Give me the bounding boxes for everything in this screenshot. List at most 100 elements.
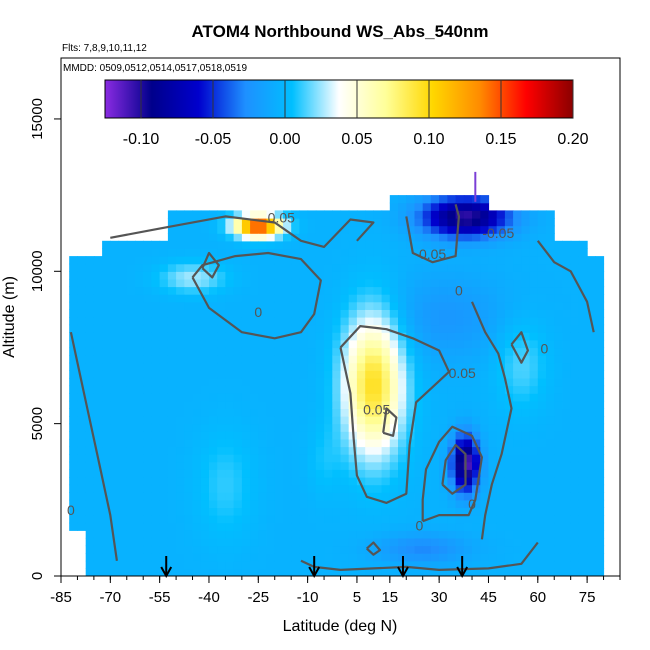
heatmap-cell	[217, 515, 226, 524]
heatmap-cell	[176, 218, 185, 227]
heatmap-cell	[209, 240, 218, 249]
heatmap-cell	[283, 469, 292, 478]
heatmap-cell	[200, 377, 210, 387]
heatmap-cell	[225, 568, 235, 576]
heatmap-cell	[77, 324, 87, 333]
heatmap-cell	[439, 484, 448, 493]
heatmap-cell	[455, 256, 465, 265]
heatmap-cell	[488, 408, 498, 417]
heatmap-cell	[529, 370, 539, 379]
heatmap-cell	[406, 454, 416, 463]
heatmap-cell	[167, 537, 177, 547]
heatmap-cell	[118, 248, 128, 257]
heatmap-cell	[126, 568, 136, 576]
heatmap-cell	[233, 477, 243, 486]
heatmap-cell	[217, 507, 226, 516]
heatmap-cell	[537, 515, 547, 524]
heatmap-cell	[167, 347, 177, 356]
heatmap-cell	[529, 225, 539, 234]
heatmap-cell	[504, 492, 514, 501]
heatmap-cell	[184, 301, 194, 310]
heatmap-cell	[496, 332, 506, 341]
heatmap-cell	[472, 202, 481, 211]
heatmap-cell	[225, 286, 235, 295]
heatmap-cell	[496, 423, 506, 432]
heatmap-cell	[200, 317, 210, 326]
heatmap-cell	[176, 362, 185, 371]
heatmap-cell	[537, 400, 547, 409]
heatmap-cell	[587, 324, 596, 333]
heatmap-cell	[365, 332, 374, 341]
heatmap-cell	[77, 499, 87, 508]
heatmap-cell	[135, 362, 144, 371]
heatmap-cell	[85, 332, 95, 341]
heatmap-cell	[480, 294, 490, 303]
heatmap-cell	[389, 195, 399, 204]
heatmap-cell	[348, 393, 358, 402]
heatmap-cell	[110, 377, 120, 387]
heatmap-cell	[414, 568, 424, 576]
heatmap-cell	[587, 263, 596, 272]
heatmap-cell	[315, 225, 325, 234]
heatmap-cell	[184, 248, 194, 257]
heatmap-cell	[250, 240, 259, 249]
heatmap-cell	[69, 484, 78, 493]
heatmap-cell	[381, 278, 391, 288]
heatmap-cell	[455, 431, 465, 440]
heatmap-cell	[151, 446, 161, 455]
heatmap-cell	[192, 332, 202, 341]
heatmap-cell	[151, 347, 161, 356]
heatmap-cell	[258, 492, 268, 501]
heatmap-cell	[570, 499, 580, 508]
heatmap-cell	[118, 423, 128, 432]
heatmap-cell	[578, 256, 588, 265]
heatmap-cell	[307, 218, 317, 227]
heatmap-cell	[504, 515, 514, 524]
heatmap-cell	[480, 461, 490, 470]
heatmap-cell	[118, 393, 128, 402]
heatmap-cell	[307, 225, 317, 234]
contour-label: 0	[416, 517, 424, 533]
heatmap-cell	[472, 263, 481, 272]
heatmap-cell	[365, 438, 374, 448]
heatmap-cell	[159, 393, 169, 402]
heatmap-cell	[562, 484, 572, 493]
heatmap-cell	[406, 377, 416, 387]
heatmap-cell	[472, 560, 481, 569]
x-tick-label: 75	[579, 589, 596, 606]
heatmap-cell	[324, 339, 333, 349]
heatmap-cell	[595, 423, 605, 432]
heatmap-cell	[167, 400, 177, 409]
heatmap-cell	[241, 522, 251, 531]
heatmap-cell	[472, 332, 481, 341]
heatmap-cell	[562, 240, 572, 249]
heatmap-cell	[521, 347, 531, 356]
heatmap-cell	[406, 355, 416, 364]
heatmap-cell	[283, 438, 292, 448]
heatmap-cell	[315, 515, 325, 524]
heatmap-cell	[225, 233, 235, 242]
heatmap-cell	[430, 278, 440, 288]
heatmap-cell	[521, 294, 531, 303]
heatmap-cell	[356, 553, 366, 562]
heatmap-cell	[389, 225, 399, 234]
heatmap-cell	[348, 370, 358, 379]
heatmap-cell	[241, 309, 251, 318]
heatmap-cell	[200, 553, 210, 562]
heatmap-cell	[406, 286, 416, 295]
heatmap-cell	[143, 507, 152, 516]
heatmap-cell	[504, 233, 514, 242]
heatmap-cell	[595, 537, 605, 547]
heatmap-cell	[192, 355, 202, 364]
heatmap-cell	[529, 469, 539, 478]
heatmap-cell	[422, 385, 432, 394]
heatmap-cell	[233, 263, 243, 272]
heatmap-cell	[250, 278, 259, 288]
heatmap-cell	[258, 317, 268, 326]
heatmap-cell	[562, 248, 572, 257]
heatmap-cell	[422, 263, 432, 272]
heatmap-cell	[283, 248, 292, 257]
heatmap-cell	[414, 263, 424, 272]
heatmap-cell	[151, 248, 161, 257]
heatmap-cell	[546, 530, 555, 539]
